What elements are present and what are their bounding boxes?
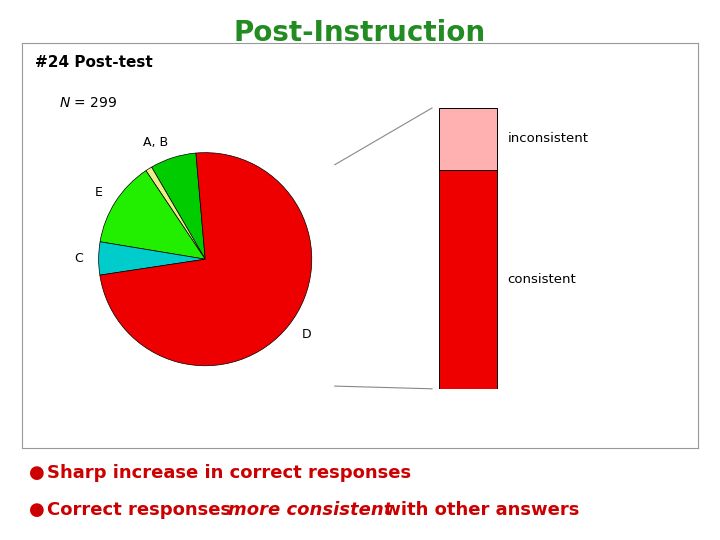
Wedge shape xyxy=(152,153,205,259)
Wedge shape xyxy=(146,167,205,259)
Text: C: C xyxy=(74,252,83,265)
Text: $\it{N}$ = 299: $\it{N}$ = 299 xyxy=(59,96,117,110)
Text: #24 Post-test: #24 Post-test xyxy=(35,56,153,70)
Wedge shape xyxy=(100,153,312,366)
Text: Sharp increase in correct responses: Sharp increase in correct responses xyxy=(47,463,411,482)
Text: Correct responses: Correct responses xyxy=(47,501,237,519)
Text: consistent: consistent xyxy=(508,273,576,286)
Text: more consistent: more consistent xyxy=(228,501,392,519)
Text: ●: ● xyxy=(29,463,45,482)
Text: inconsistent: inconsistent xyxy=(508,132,588,145)
Bar xyxy=(439,170,497,389)
Text: D: D xyxy=(302,328,311,341)
Wedge shape xyxy=(100,171,205,259)
Text: with other answers: with other answers xyxy=(378,501,580,519)
Text: A, B: A, B xyxy=(143,136,168,149)
Wedge shape xyxy=(99,242,205,275)
Text: E: E xyxy=(94,186,102,199)
Text: ●: ● xyxy=(29,501,45,519)
Bar xyxy=(439,108,497,170)
Text: Post-Instruction: Post-Instruction xyxy=(234,19,486,47)
